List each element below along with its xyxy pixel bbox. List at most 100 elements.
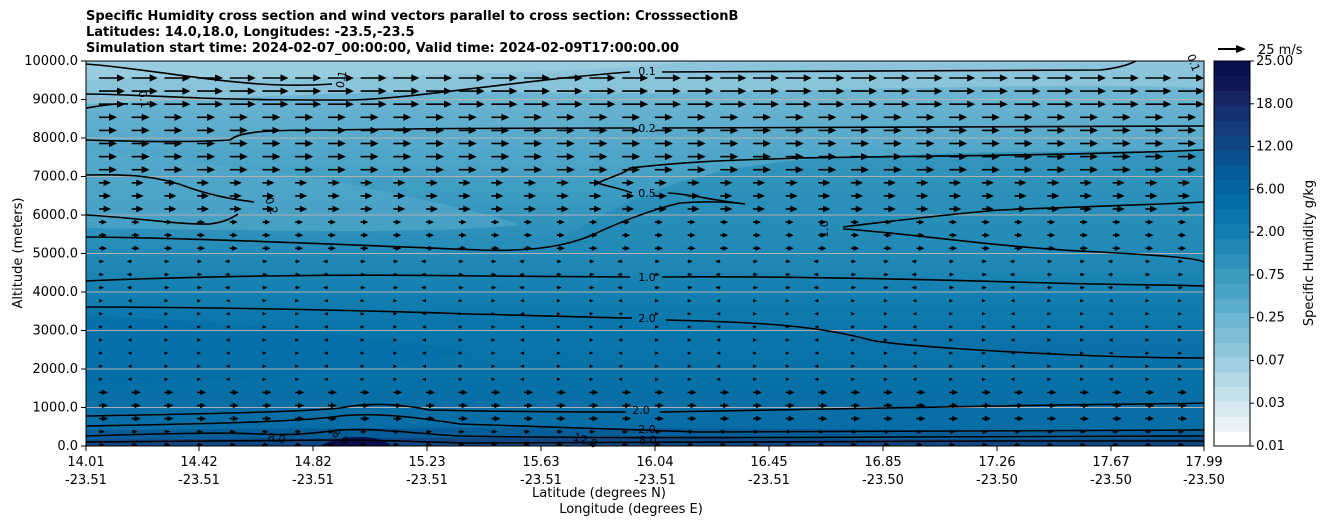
wind-vector-arrow <box>687 259 693 264</box>
wind-vector-arrow <box>949 245 958 251</box>
wind-vector-arrow <box>426 153 444 161</box>
wind-vector-arrow <box>491 259 497 264</box>
wind-vector-arrow <box>1145 415 1155 422</box>
wind-vector-arrow <box>322 272 328 277</box>
wind-vector-arrow <box>262 338 267 342</box>
wind-vector-arrow <box>720 219 729 225</box>
wind-vector-arrow <box>197 351 202 355</box>
wind-vector-arrow <box>229 153 248 161</box>
wind-vector-arrow <box>1010 351 1015 355</box>
wind-vector-arrow <box>1178 219 1187 225</box>
wind-vector-arrow <box>589 298 594 303</box>
wind-vector-arrow <box>99 166 117 174</box>
x-tick-longitude: -23.50 <box>862 473 904 488</box>
wind-vector-arrow <box>785 338 790 342</box>
wind-vector-arrow <box>851 415 861 422</box>
wind-vector-arrow <box>393 351 398 355</box>
wind-vector-arrow <box>197 219 206 225</box>
wind-vector-arrow <box>327 126 346 134</box>
wind-vector-arrow <box>716 364 721 368</box>
wind-vector-arrow <box>556 245 565 251</box>
wind-vector-arrow <box>981 377 986 382</box>
wind-vector-arrow <box>1112 245 1121 251</box>
wind-vector-arrow <box>622 74 649 82</box>
wind-vector-arrow <box>687 364 692 368</box>
wind-vector-arrow <box>262 205 275 213</box>
wind-vector-arrow <box>360 139 379 148</box>
wind-vector-arrow <box>883 389 893 396</box>
wind-vector-arrow <box>360 232 369 238</box>
wind-vector-arrow <box>622 87 649 95</box>
wind-vector-arrow <box>1145 153 1164 161</box>
wind-vector-arrow <box>883 259 889 264</box>
wind-vector-arrow <box>687 126 706 134</box>
wind-vector-arrow <box>912 364 917 368</box>
wind-vector-arrow <box>262 259 268 264</box>
wind-vector-arrow <box>1014 389 1024 396</box>
wind-vector-arrow <box>618 298 623 303</box>
wind-vector-arrow <box>1145 126 1164 134</box>
wind-vector-arrow <box>556 442 563 446</box>
wind-vector-arrow <box>491 338 496 342</box>
wind-vector-arrow <box>491 442 498 446</box>
wind-vector-arrow <box>295 298 300 303</box>
wind-vector-arrow <box>851 389 861 396</box>
wind-vector-arrow <box>911 259 917 264</box>
colorbar-segment <box>1214 61 1250 77</box>
wind-vector-arrow <box>393 166 412 174</box>
x-tick-latitude: 14.82 <box>294 455 331 470</box>
wind-vector-arrow <box>618 312 623 316</box>
wind-vector-arrow <box>818 113 837 121</box>
wind-vector-arrow <box>327 429 334 434</box>
contour-line-2.0-c <box>86 403 627 417</box>
wind-vector-arrow <box>753 389 762 396</box>
wind-vector-arrow <box>883 126 902 134</box>
wind-vector-arrow <box>589 338 594 342</box>
wind-vector-arrow <box>916 415 926 422</box>
wind-vector-arrow <box>225 325 230 329</box>
contour-label-8.0-a: 8.0 <box>267 431 286 447</box>
wind-vector-arrow <box>556 126 575 134</box>
colorbar-tick-label: 0.07 <box>1256 353 1285 368</box>
wind-vector-arrow <box>426 402 435 409</box>
wind-vector-arrow <box>1112 389 1122 396</box>
wind-vector-arrow <box>262 179 275 187</box>
wind-vector-arrow <box>458 87 485 95</box>
wind-vector-arrow <box>491 113 510 121</box>
wind-vector-arrow <box>785 245 794 251</box>
wind-vector-arrow <box>949 153 968 161</box>
wind-vector-arrow <box>99 74 125 82</box>
wind-vector-arrow <box>1178 442 1185 446</box>
wind-vector-arrow <box>1112 166 1131 174</box>
wind-vector-arrow <box>949 377 954 382</box>
wind-vector-arrow <box>229 389 239 396</box>
wind-vector-arrow <box>524 74 551 82</box>
wind-vector-arrow <box>1080 192 1092 200</box>
wind-vector-arrow <box>229 166 248 174</box>
wind-vector-arrow <box>164 402 174 409</box>
wind-vector-arrow <box>818 192 831 200</box>
wind-vector-arrow <box>1145 232 1154 238</box>
colorbar-segment <box>1214 238 1250 254</box>
wind-vector-arrow <box>589 351 594 355</box>
wind-vector-arrow <box>458 219 467 225</box>
wind-vector-arrow <box>1112 74 1139 82</box>
wind-vector-arrow <box>589 364 594 368</box>
wind-vector-arrow <box>1080 100 1106 108</box>
x-tick-latitude: 17.99 <box>1185 455 1222 470</box>
wind-vector-arrow <box>883 87 910 95</box>
wind-vector-arrow <box>99 298 103 303</box>
wind-vector-arrow <box>1145 179 1158 187</box>
wind-vector-arrow <box>785 442 792 446</box>
wind-vector-arrow <box>327 74 354 82</box>
wind-vector-arrow <box>262 126 281 134</box>
wind-vector-arrow <box>785 113 804 121</box>
wind-vector-arrow <box>127 351 132 355</box>
wind-vector-arrow <box>589 389 599 396</box>
wind-vector-arrow <box>1108 364 1113 368</box>
wind-vector-arrow <box>654 377 659 382</box>
wind-vector-arrow <box>949 192 962 200</box>
wind-vector-arrow <box>818 442 825 446</box>
wind-vector-arrow <box>1178 338 1183 342</box>
wind-vector-arrow <box>720 179 733 187</box>
